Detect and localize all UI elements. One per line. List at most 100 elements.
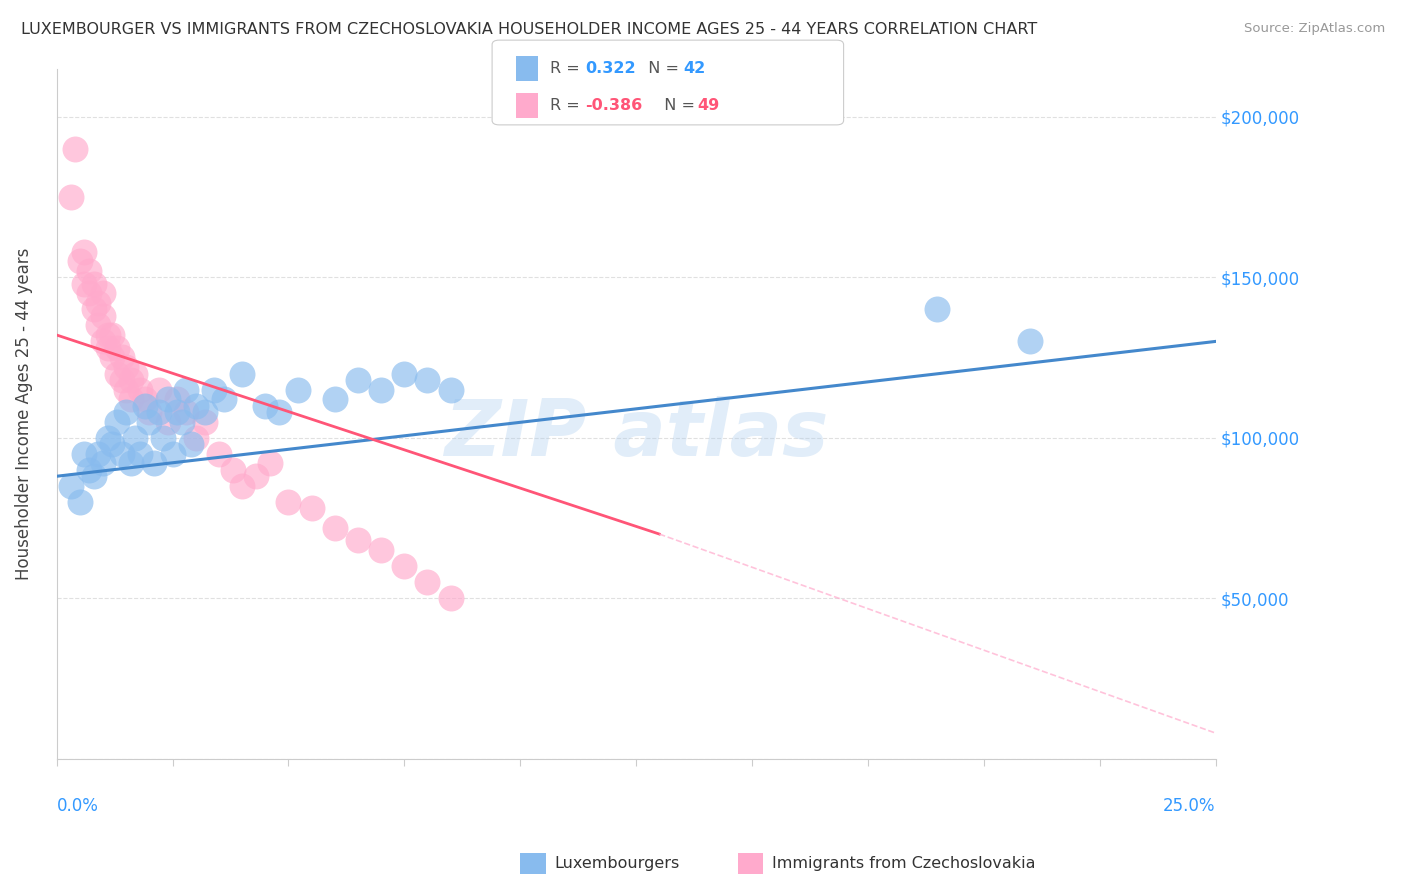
Point: [259, 457, 281, 471]
Point: [156, 392, 179, 407]
Point: [120, 457, 142, 471]
Point: [148, 405, 170, 419]
Point: [254, 399, 277, 413]
Text: Immigrants from Czechoslovakia: Immigrants from Czechoslovakia: [772, 856, 1035, 871]
Point: [91, 309, 114, 323]
Point: [143, 457, 166, 471]
Point: [176, 383, 198, 397]
Point: [97, 328, 120, 343]
Point: [91, 457, 114, 471]
Point: [440, 383, 463, 397]
Point: [138, 415, 160, 429]
Point: [83, 302, 105, 317]
Point: [208, 447, 231, 461]
Point: [59, 190, 82, 204]
Point: [129, 383, 152, 397]
Point: [101, 351, 124, 365]
Point: [222, 463, 245, 477]
Point: [120, 373, 142, 387]
Point: [156, 415, 179, 429]
Point: [245, 469, 267, 483]
Point: [59, 479, 82, 493]
Point: [277, 495, 299, 509]
Point: [69, 495, 91, 509]
Point: [323, 392, 346, 407]
Point: [1019, 334, 1042, 349]
Point: [166, 392, 188, 407]
Point: [91, 286, 114, 301]
Point: [73, 277, 96, 291]
Point: [148, 383, 170, 397]
Point: [176, 405, 198, 419]
Text: R =: R =: [550, 62, 585, 77]
Point: [77, 264, 100, 278]
Text: R =: R =: [550, 98, 585, 112]
Point: [212, 392, 235, 407]
Point: [124, 431, 146, 445]
Point: [231, 479, 253, 493]
Point: [138, 405, 160, 419]
Text: -0.386: -0.386: [585, 98, 643, 112]
Point: [347, 373, 370, 387]
Point: [110, 373, 132, 387]
Point: [170, 415, 193, 429]
Point: [77, 463, 100, 477]
Point: [370, 383, 392, 397]
Point: [63, 142, 86, 156]
Point: [129, 447, 152, 461]
Text: 49: 49: [697, 98, 720, 112]
Point: [110, 447, 132, 461]
Point: [105, 415, 128, 429]
Point: [394, 367, 416, 381]
Point: [73, 244, 96, 259]
Point: [105, 367, 128, 381]
Text: N =: N =: [638, 62, 685, 77]
Point: [370, 543, 392, 558]
Point: [162, 447, 184, 461]
Text: ZIP atlas: ZIP atlas: [444, 396, 828, 473]
Y-axis label: Householder Income Ages 25 - 44 years: Householder Income Ages 25 - 44 years: [15, 247, 32, 580]
Text: 25.0%: 25.0%: [1163, 797, 1216, 814]
Point: [101, 328, 124, 343]
Text: 42: 42: [683, 62, 706, 77]
Point: [115, 360, 138, 375]
Point: [97, 341, 120, 355]
Point: [120, 392, 142, 407]
Point: [301, 501, 323, 516]
Text: Source: ZipAtlas.com: Source: ZipAtlas.com: [1244, 22, 1385, 36]
Text: Luxembourgers: Luxembourgers: [554, 856, 679, 871]
Text: LUXEMBOURGER VS IMMIGRANTS FROM CZECHOSLOVAKIA HOUSEHOLDER INCOME AGES 25 - 44 Y: LUXEMBOURGER VS IMMIGRANTS FROM CZECHOSL…: [21, 22, 1038, 37]
Text: 0.322: 0.322: [585, 62, 636, 77]
Point: [194, 415, 217, 429]
Point: [83, 277, 105, 291]
Point: [194, 405, 217, 419]
Text: 0.0%: 0.0%: [56, 797, 98, 814]
Point: [416, 575, 439, 590]
Point: [91, 334, 114, 349]
Point: [287, 383, 309, 397]
Point: [180, 437, 202, 451]
Point: [73, 447, 96, 461]
Point: [101, 437, 124, 451]
Point: [97, 431, 120, 445]
Point: [323, 521, 346, 535]
Point: [105, 341, 128, 355]
Point: [77, 286, 100, 301]
Point: [231, 367, 253, 381]
Point: [134, 392, 156, 407]
Point: [152, 431, 174, 445]
Point: [202, 383, 225, 397]
Point: [124, 367, 146, 381]
Point: [269, 405, 291, 419]
Point: [69, 254, 91, 268]
Point: [440, 591, 463, 606]
Point: [184, 399, 207, 413]
Point: [184, 431, 207, 445]
Point: [347, 533, 370, 548]
Point: [87, 296, 110, 310]
Point: [87, 318, 110, 333]
Point: [166, 405, 188, 419]
Point: [115, 383, 138, 397]
Point: [87, 447, 110, 461]
Point: [927, 302, 949, 317]
